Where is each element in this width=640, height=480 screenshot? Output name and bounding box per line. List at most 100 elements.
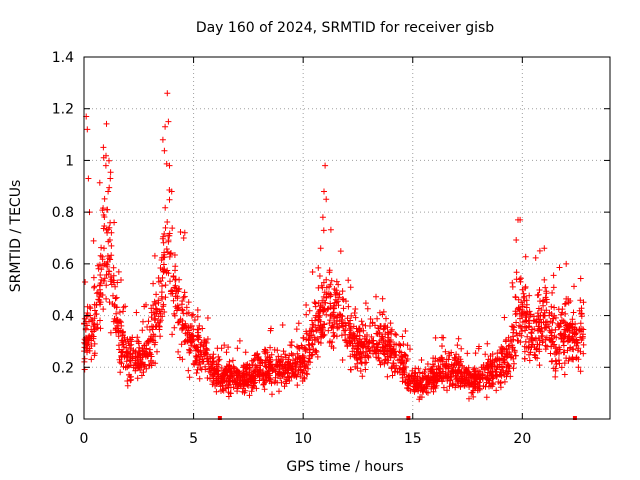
data-point (177, 229, 184, 235)
data-point (501, 346, 508, 353)
data-point (200, 351, 207, 358)
data-point (392, 352, 399, 359)
data-point (295, 344, 302, 351)
data-point (495, 378, 502, 385)
data-point (486, 380, 493, 387)
data-point (507, 338, 514, 345)
data-point (531, 351, 538, 358)
data-point (551, 312, 558, 319)
data-point (321, 306, 328, 313)
data-point (229, 357, 236, 364)
data-point (269, 391, 275, 398)
data-point (234, 345, 241, 352)
data-point (493, 373, 500, 380)
data-point (339, 288, 346, 295)
data-point (95, 262, 101, 269)
data-point (344, 343, 351, 350)
data-point (82, 279, 89, 285)
data-point (359, 321, 366, 328)
data-point (91, 350, 98, 357)
data-point (315, 310, 322, 317)
data-point (326, 320, 333, 327)
data-point (303, 370, 310, 377)
data-point (400, 341, 407, 348)
data-point (268, 380, 275, 387)
data-point (179, 317, 186, 324)
data-point (218, 388, 224, 394)
data-point (210, 367, 217, 374)
data-point (440, 374, 447, 381)
data-point (511, 347, 518, 354)
data-point (363, 359, 370, 366)
data-point (128, 341, 135, 348)
data-point (521, 348, 528, 355)
data-point (271, 346, 278, 353)
data-point (577, 334, 584, 341)
data-point (167, 278, 173, 285)
data-point (162, 224, 169, 231)
data-point (326, 339, 333, 346)
data-point (122, 338, 129, 345)
data-point (225, 393, 232, 400)
data-point (439, 334, 445, 341)
data-point (311, 337, 318, 344)
data-point (104, 229, 111, 236)
data-point (160, 233, 167, 240)
data-point (335, 281, 342, 288)
data-point (128, 376, 135, 383)
data-point (90, 274, 97, 281)
data-point (107, 169, 114, 176)
data-point (292, 372, 299, 379)
data-point (343, 322, 350, 329)
data-point (164, 90, 171, 97)
data-point (186, 347, 193, 354)
data-point (379, 295, 386, 302)
data-point (153, 291, 160, 298)
data-point (340, 296, 347, 303)
data-point (463, 374, 470, 381)
data-point (226, 358, 233, 365)
data-point (561, 331, 568, 338)
data-point (242, 349, 249, 356)
data-point (178, 301, 185, 308)
data-point (98, 244, 105, 251)
data-point (302, 364, 309, 371)
data-point (103, 271, 110, 278)
data-point (96, 179, 103, 186)
data-point (506, 365, 513, 372)
data-point (336, 291, 343, 298)
data-point (526, 308, 533, 315)
data-point (224, 363, 231, 370)
data-point (175, 304, 182, 311)
data-point (279, 322, 286, 328)
data-point (352, 306, 359, 312)
data-point (407, 378, 414, 385)
data-point (483, 375, 490, 382)
data-point (165, 237, 172, 244)
data-point (412, 384, 419, 391)
data-point (558, 332, 565, 339)
data-point (525, 339, 532, 346)
data-point (459, 363, 466, 369)
data-point (169, 225, 176, 232)
data-point (369, 320, 376, 327)
data-point (297, 373, 304, 380)
data-point (308, 341, 315, 348)
data-point (431, 377, 438, 384)
data-point (492, 356, 499, 363)
data-point (380, 308, 387, 315)
data-point (149, 336, 156, 343)
data-point (265, 374, 272, 381)
data-point (97, 280, 104, 287)
data-point (464, 350, 471, 357)
data-point (100, 144, 107, 151)
data-point (352, 314, 359, 321)
data-point (348, 312, 355, 319)
data-point (295, 367, 302, 374)
data-point (517, 315, 523, 322)
data-point (194, 326, 201, 333)
data-point (317, 322, 324, 329)
x-axis-label: GPS time / hours (286, 459, 403, 475)
data-point (524, 333, 531, 340)
